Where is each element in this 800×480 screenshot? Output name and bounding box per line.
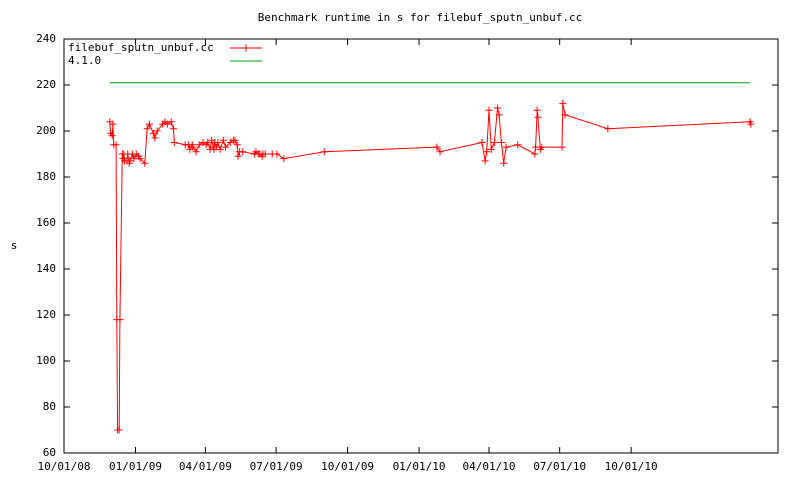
point-marker (436, 148, 444, 156)
y-tick-label: 200 (36, 124, 56, 137)
point-marker (494, 104, 502, 112)
x-tick-label: 10/01/10 (605, 460, 658, 473)
point-marker (487, 145, 495, 153)
point-marker (495, 111, 503, 119)
y-tick-label: 180 (36, 170, 56, 183)
point-marker (163, 120, 171, 128)
point-marker (170, 125, 178, 133)
point-marker (189, 143, 197, 151)
point-marker (502, 143, 510, 151)
point-marker (136, 155, 144, 163)
point-marker (561, 111, 569, 119)
x-tick-label: 04/01/10 (462, 460, 515, 473)
y-tick-label: 100 (36, 354, 56, 367)
y-tick-label: 240 (36, 32, 56, 45)
point-marker (192, 148, 200, 156)
legend-label: filebuf_sputn_unbuf.cc (68, 41, 214, 54)
point-marker (433, 143, 441, 151)
y-tick-label: 80 (43, 400, 56, 413)
point-marker (167, 118, 175, 126)
legend-marker (242, 44, 250, 52)
point-marker (112, 141, 120, 149)
y-tick-label: 160 (36, 216, 56, 229)
point-marker (497, 139, 505, 146)
point-marker (514, 141, 522, 149)
point-marker (533, 106, 541, 114)
chart-title: Benchmark runtime in s for filebuf_sputn… (258, 11, 583, 24)
point-marker (153, 127, 161, 135)
series-line (109, 103, 752, 431)
point-marker (130, 155, 138, 163)
point-marker (273, 150, 281, 158)
point-marker (280, 155, 288, 163)
point-marker (126, 157, 134, 165)
x-tick-label: 07/01/09 (250, 460, 303, 473)
point-marker (195, 141, 203, 149)
point-marker (108, 132, 116, 140)
point-marker (212, 143, 220, 151)
point-marker (747, 120, 755, 128)
point-marker (559, 99, 567, 107)
point-marker (604, 125, 612, 133)
point-marker (320, 148, 328, 156)
y-tick-label: 140 (36, 262, 56, 275)
point-marker (483, 148, 491, 156)
point-marker (141, 159, 149, 167)
point-marker (204, 139, 212, 146)
point-marker (214, 139, 222, 146)
point-marker (532, 143, 540, 151)
point-marker (500, 159, 508, 167)
legend-label: 4.1.0 (68, 54, 101, 67)
point-marker (143, 125, 151, 133)
y-tick-label: 220 (36, 78, 56, 91)
point-marker (149, 129, 157, 137)
point-marker (115, 426, 123, 434)
point-marker (538, 143, 546, 151)
x-tick-label: 10/01/09 (321, 460, 374, 473)
point-marker (531, 150, 539, 158)
point-marker (216, 145, 224, 153)
point-marker (239, 148, 247, 156)
point-marker (478, 139, 486, 146)
point-marker (222, 143, 230, 151)
point-marker (481, 157, 489, 165)
point-marker (261, 150, 269, 158)
point-marker (485, 106, 493, 114)
point-marker (234, 152, 242, 160)
y-tick-label: 120 (36, 308, 56, 321)
x-tick-label: 10/01/08 (38, 460, 91, 473)
x-tick-label: 07/01/10 (533, 460, 586, 473)
x-tick-label: 01/01/10 (393, 460, 446, 473)
plot-frame (63, 38, 779, 454)
point-marker (231, 136, 239, 144)
y-axis-label: s (11, 239, 18, 252)
point-marker (558, 143, 566, 151)
point-marker (151, 134, 159, 142)
y-tick-label: 60 (43, 446, 56, 459)
point-marker (116, 316, 124, 324)
point-marker (170, 139, 178, 146)
point-marker (145, 120, 153, 128)
x-tick-label: 04/01/09 (179, 460, 232, 473)
x-tick-label: 01/01/09 (109, 460, 162, 473)
point-marker (534, 113, 542, 121)
point-marker (109, 120, 117, 128)
point-marker (219, 136, 227, 144)
point-marker (233, 141, 241, 149)
point-marker (490, 139, 498, 146)
